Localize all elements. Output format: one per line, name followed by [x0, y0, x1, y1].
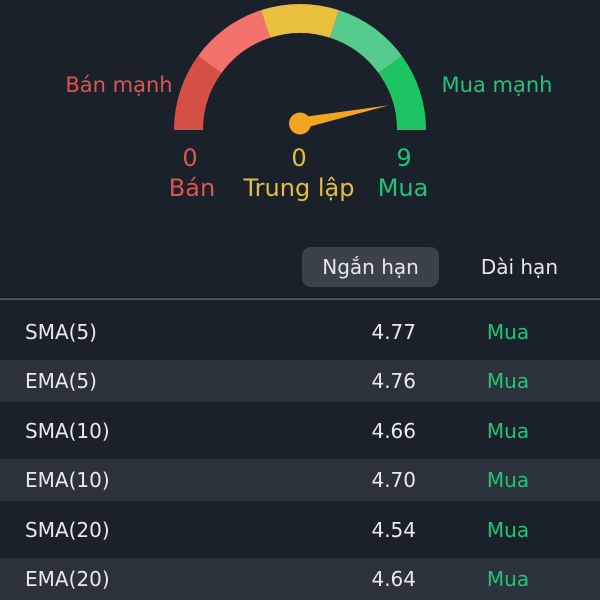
gauge-needle-hub — [289, 112, 311, 135]
gauge-segment-neutral — [261, 4, 339, 38]
indicator-name: SMA(20) — [25, 517, 110, 542]
buy-category-label: Mua — [377, 174, 429, 202]
gauge-needle — [298, 105, 389, 129]
indicator-name: EMA(20) — [25, 566, 110, 591]
section-divider — [0, 297, 600, 300]
gauge-segment-strong-buy — [378, 55, 426, 131]
gauge-segment-buy — [329, 10, 402, 74]
indicator-value: 4.76 — [371, 368, 416, 393]
neutral-category-label: Trung lập — [243, 174, 355, 202]
indicator-value: 4.54 — [371, 517, 416, 542]
indicator-table: SMA(5) 4.77 Mua EMA(5) 4.76 Mua SMA(10) … — [0, 307, 600, 600]
gauge-label-strong-buy: Mua mạnh — [441, 73, 553, 97]
indicator-signal: Mua — [486, 467, 530, 492]
signal-gauge: Bán mạnh Mua mạnh 0 0 9 Bán Trung lập Mu… — [0, 0, 600, 247]
indicator-signal: Mua — [486, 517, 530, 542]
sell-category-label: Bán — [168, 174, 216, 202]
indicator-name: EMA(5) — [25, 368, 97, 393]
buy-count: 9 — [396, 144, 412, 172]
gauge-arc — [174, 4, 426, 135]
indicator-signal: Mua — [486, 566, 530, 591]
indicator-signal: Mua — [486, 368, 530, 393]
gauge-segment-sell — [198, 10, 271, 74]
indicator-signal: Mua — [486, 319, 530, 344]
table-row: EMA(10) 4.70 Mua — [0, 456, 600, 506]
term-tabs: Ngắn hạn Dài hạn — [0, 247, 600, 287]
indicator-value: 4.66 — [371, 418, 416, 443]
neutral-count: 0 — [291, 144, 307, 172]
tab-short-term[interactable]: Ngắn hạn — [302, 247, 439, 287]
indicator-signal: Mua — [486, 418, 530, 443]
table-row: SMA(10) 4.66 Mua — [0, 406, 600, 456]
table-row: EMA(20) 4.64 Mua — [0, 555, 600, 600]
tab-long-term[interactable]: Dài hạn — [461, 247, 578, 287]
indicator-name: EMA(10) — [25, 467, 110, 492]
indicator-name: SMA(10) — [25, 418, 110, 443]
table-row: SMA(20) 4.54 Mua — [0, 505, 600, 555]
gauge-segment-strong-sell — [174, 55, 222, 131]
table-row: SMA(5) 4.77 Mua — [0, 307, 600, 357]
indicator-name: SMA(5) — [25, 319, 97, 344]
table-row: EMA(5) 4.76 Mua — [0, 357, 600, 407]
sell-count: 0 — [182, 144, 198, 172]
indicator-value: 4.77 — [371, 319, 416, 344]
indicator-value: 4.64 — [371, 566, 416, 591]
indicator-value: 4.70 — [371, 467, 416, 492]
gauge-label-strong-sell: Bán mạnh — [65, 73, 173, 97]
